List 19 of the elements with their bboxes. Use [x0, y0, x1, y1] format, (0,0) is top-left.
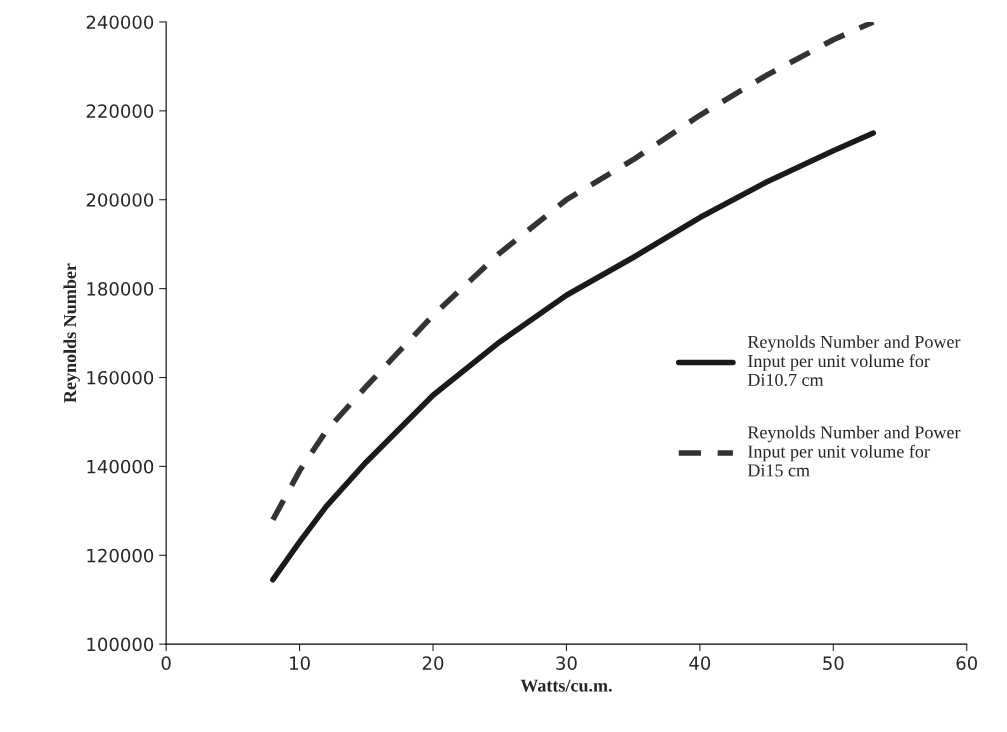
x-tick-label: 30 [556, 656, 577, 670]
y-tick-label: 220000 [86, 104, 154, 118]
x-tick-label: 60 [956, 656, 978, 670]
y-tick-label: 200000 [86, 193, 154, 207]
y-axis-title: Reynolds Number [63, 263, 80, 403]
x-tick-label: 50 [823, 656, 844, 670]
y-tick-label: 240000 [86, 15, 154, 30]
x-tick-label: 20 [422, 656, 444, 670]
x-tick-label: 10 [290, 656, 310, 670]
y-tick-label: 140000 [87, 459, 154, 474]
y-tick-label: 180000 [87, 282, 154, 296]
x-tick-label: 40 [689, 656, 711, 670]
y-tick-label: 160000 [87, 370, 154, 385]
legend-label: Reynolds Number and Power Input per unit volume for Di15 cm [747, 425, 961, 477]
y-tick-label: 120000 [87, 548, 154, 563]
legend-label: Reynolds Number and Power Input per unit volume for Di10.7 cm [747, 335, 961, 387]
x-axis-title: Watts/cu.m. [520, 679, 612, 692]
x-tick-label: 0 [161, 656, 171, 670]
y-tick-label: 100000 [87, 637, 154, 652]
